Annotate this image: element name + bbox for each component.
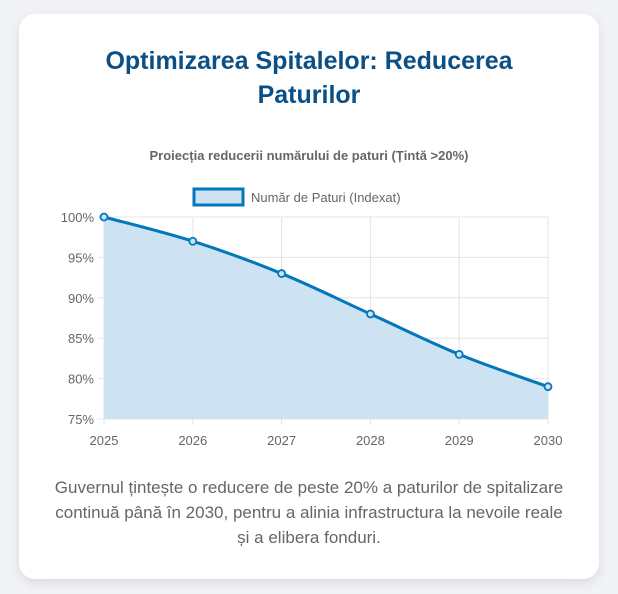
data-point[interactable] (188, 236, 198, 246)
legend[interactable]: Număr de Paturi (Indexat) (192, 187, 401, 207)
y-axis: 100% 95% 90% 85% 80% 75% (61, 210, 95, 427)
data-point[interactable] (365, 309, 375, 319)
x-tick-label: 2026 (178, 433, 207, 448)
series-line (103, 215, 549, 389)
y-tick-label: 100% (61, 210, 95, 225)
data-point[interactable] (99, 212, 109, 222)
legend-swatch (192, 187, 245, 207)
y-tick-label: 95% (68, 250, 94, 265)
y-tick-label: 75% (68, 412, 94, 427)
x-tick-label: 2029 (445, 433, 474, 448)
x-axis: 2025 2026 2027 2028 2029 2030 (90, 433, 563, 448)
data-point[interactable] (454, 349, 464, 359)
legend-label: Număr de Paturi (Indexat) (251, 190, 401, 205)
x-tick-label: 2027 (267, 433, 296, 448)
y-tick-label: 80% (68, 372, 94, 387)
series-points (99, 212, 553, 392)
data-point[interactable] (543, 382, 553, 392)
y-tick-label: 90% (68, 291, 94, 306)
description: Guvernul țintește o reducere de peste 20… (54, 478, 564, 547)
chart-card: Optimizarea Spitalelor: Reducerea Paturi… (19, 14, 599, 579)
chart: Proiecția reducerii numărului de paturi … (61, 148, 563, 448)
x-tick-label: 2030 (534, 433, 563, 448)
series-area (104, 217, 548, 419)
x-tick-label: 2028 (356, 433, 385, 448)
chart-title: Proiecția reducerii numărului de paturi … (150, 148, 469, 163)
page-title: Optimizarea Spitalelor: Reducerea Paturi… (105, 47, 513, 109)
y-tick-label: 85% (68, 331, 94, 346)
data-point[interactable] (277, 269, 287, 278)
x-tick-label: 2025 (90, 433, 119, 448)
